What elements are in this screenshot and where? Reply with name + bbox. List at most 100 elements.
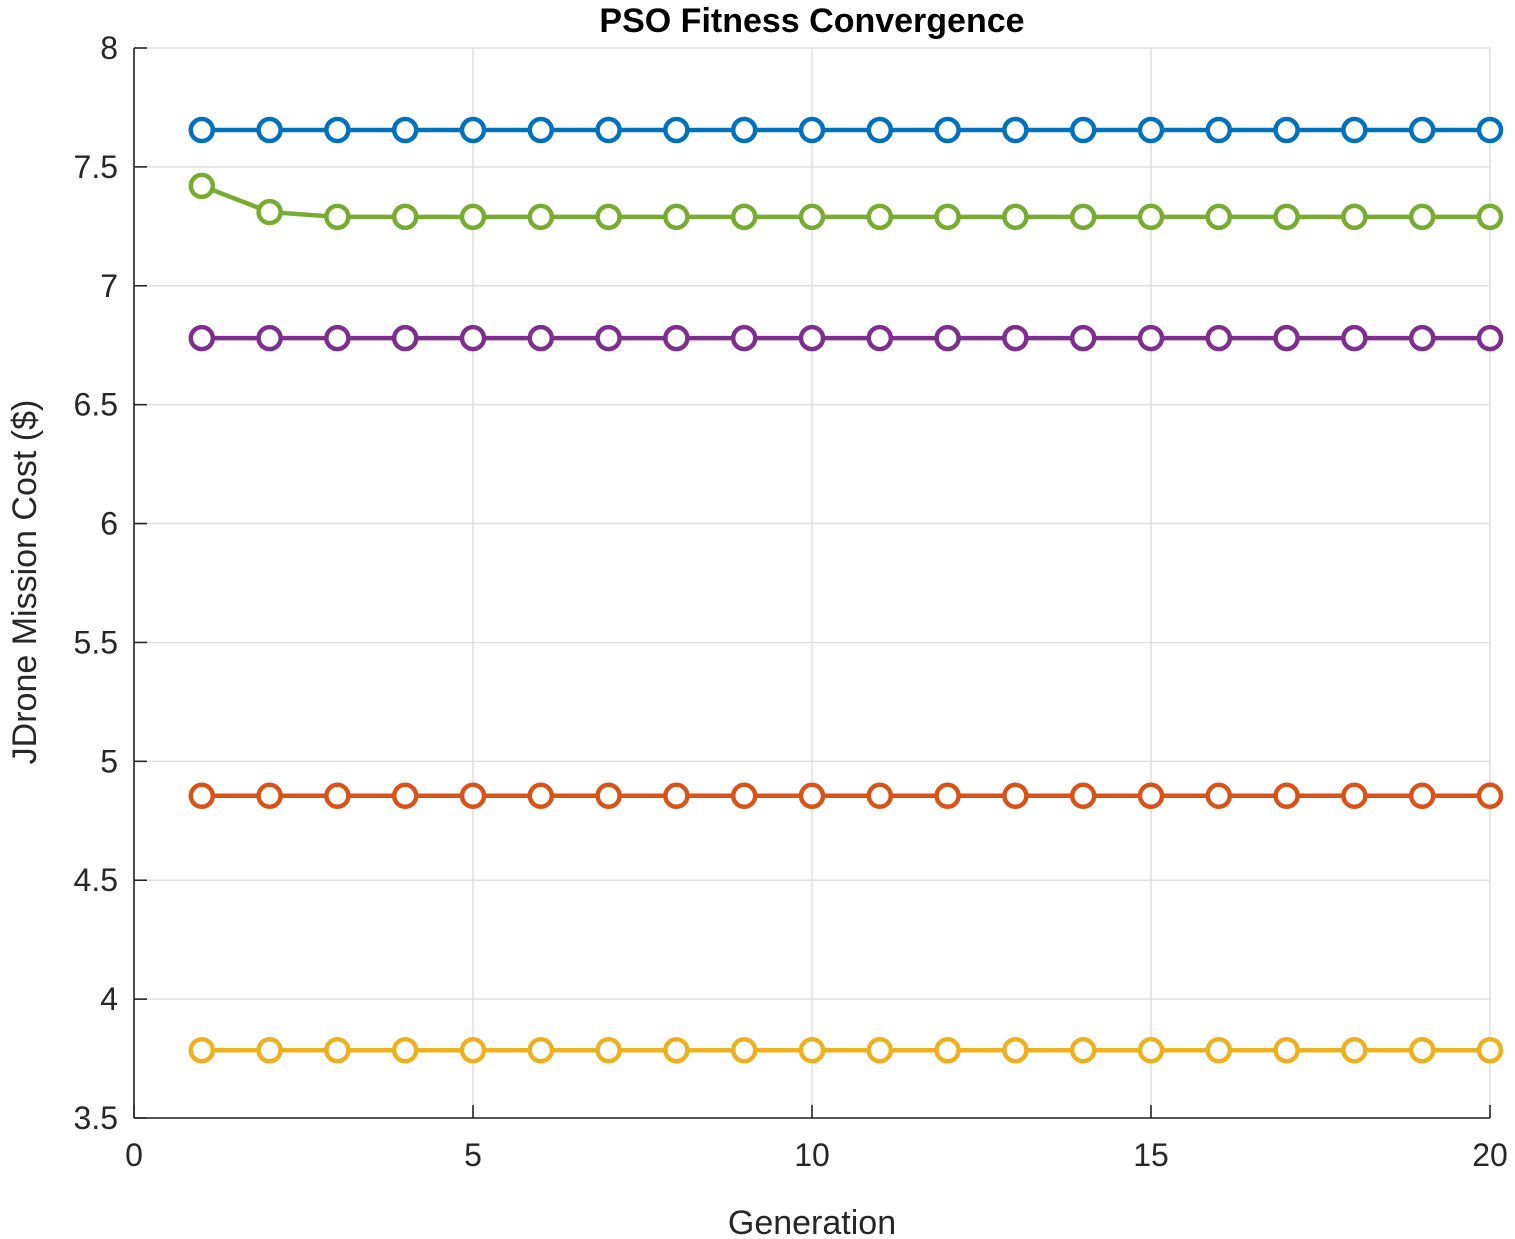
data-point: [256, 782, 283, 810]
data-series: [188, 116, 1504, 1064]
data-point: [1273, 116, 1300, 144]
x-tick-label: 0: [125, 1137, 143, 1173]
data-point: [527, 1036, 555, 1064]
data-point: [188, 782, 216, 810]
data-point: [798, 782, 826, 810]
data-point: [934, 324, 961, 352]
data-point: [595, 203, 622, 231]
data-point: [798, 203, 826, 231]
data-point: [1069, 1036, 1097, 1064]
data-point: [324, 116, 351, 144]
data-point: [324, 324, 351, 352]
data-point: [324, 782, 351, 810]
axes: [133, 47, 1491, 1119]
data-point: [934, 203, 961, 231]
data-point: [1002, 1036, 1029, 1064]
x-tick-label: 10: [794, 1137, 830, 1173]
data-point: [1408, 324, 1436, 352]
data-point: [1341, 324, 1368, 352]
data-point: [798, 1036, 826, 1064]
data-point: [256, 116, 283, 144]
x-tick-label: 20: [1472, 1137, 1508, 1173]
data-point: [1341, 782, 1368, 810]
data-point: [1341, 203, 1368, 231]
data-point: [730, 116, 758, 144]
data-point: [459, 203, 487, 231]
y-tick-label: 7.5: [74, 149, 118, 185]
data-point: [798, 324, 826, 352]
data-point: [1002, 116, 1029, 144]
data-point: [1069, 782, 1097, 810]
data-point: [1408, 1036, 1436, 1064]
data-point: [459, 116, 487, 144]
data-point: [1137, 782, 1165, 810]
data-point: [1205, 324, 1233, 352]
data-point: [1002, 203, 1029, 231]
series-4: [188, 324, 1504, 352]
data-point: [663, 203, 690, 231]
data-point: [188, 172, 216, 200]
data-point: [1205, 1036, 1233, 1064]
data-point: [1408, 782, 1436, 810]
y-tick-label: 6: [100, 506, 118, 542]
data-point: [595, 1036, 622, 1064]
data-point: [1476, 116, 1504, 144]
data-point: [1069, 116, 1097, 144]
data-point: [324, 203, 351, 231]
data-point: [256, 198, 283, 226]
data-point: [595, 116, 622, 144]
data-point: [866, 1036, 894, 1064]
data-point: [256, 1036, 283, 1064]
y-tick-label: 6.5: [74, 387, 118, 423]
data-point: [188, 116, 216, 144]
data-point: [527, 116, 555, 144]
data-point: [730, 203, 758, 231]
data-point: [391, 116, 419, 144]
data-point: [1476, 324, 1504, 352]
tick-labels: 0 5 10 15 20 3.5 4 4.5 5 5.5 6 6.5 7 7.5 8: [74, 30, 1508, 1173]
data-point: [1069, 324, 1097, 352]
data-point: [663, 116, 690, 144]
data-point: [730, 782, 758, 810]
data-point: [256, 324, 283, 352]
chart-title: PSO Fitness Convergence: [599, 2, 1024, 40]
series-2: [188, 782, 1504, 810]
series-5: [188, 172, 1504, 231]
data-point: [324, 1036, 351, 1064]
series-1: [188, 116, 1504, 144]
data-point: [527, 203, 555, 231]
data-point: [1205, 116, 1233, 144]
y-tick-label: 3.5: [74, 1100, 118, 1136]
data-point: [730, 1036, 758, 1064]
x-axis-label: Generation: [728, 1204, 896, 1239]
data-point: [866, 116, 894, 144]
y-tick-label: 8: [100, 30, 118, 66]
data-point: [1273, 1036, 1300, 1064]
data-point: [391, 203, 419, 231]
x-tick-label: 15: [1133, 1137, 1169, 1173]
data-point: [459, 782, 487, 810]
data-point: [1137, 1036, 1165, 1064]
data-point: [1273, 203, 1300, 231]
data-point: [730, 324, 758, 352]
y-tick-label: 4.5: [74, 862, 118, 898]
data-point: [866, 203, 894, 231]
y-tick-label: 4: [100, 981, 118, 1017]
data-point: [391, 782, 419, 810]
data-point: [188, 324, 216, 352]
data-point: [1273, 782, 1300, 810]
data-point: [391, 1036, 419, 1064]
data-point: [934, 1036, 961, 1064]
data-point: [1137, 324, 1165, 352]
data-point: [934, 116, 961, 144]
data-point: [459, 324, 487, 352]
data-point: [459, 1036, 487, 1064]
data-point: [934, 782, 961, 810]
data-point: [866, 782, 894, 810]
data-point: [1476, 782, 1504, 810]
data-point: [1069, 203, 1097, 231]
data-point: [798, 116, 826, 144]
data-point: [595, 324, 622, 352]
data-point: [1341, 1036, 1368, 1064]
